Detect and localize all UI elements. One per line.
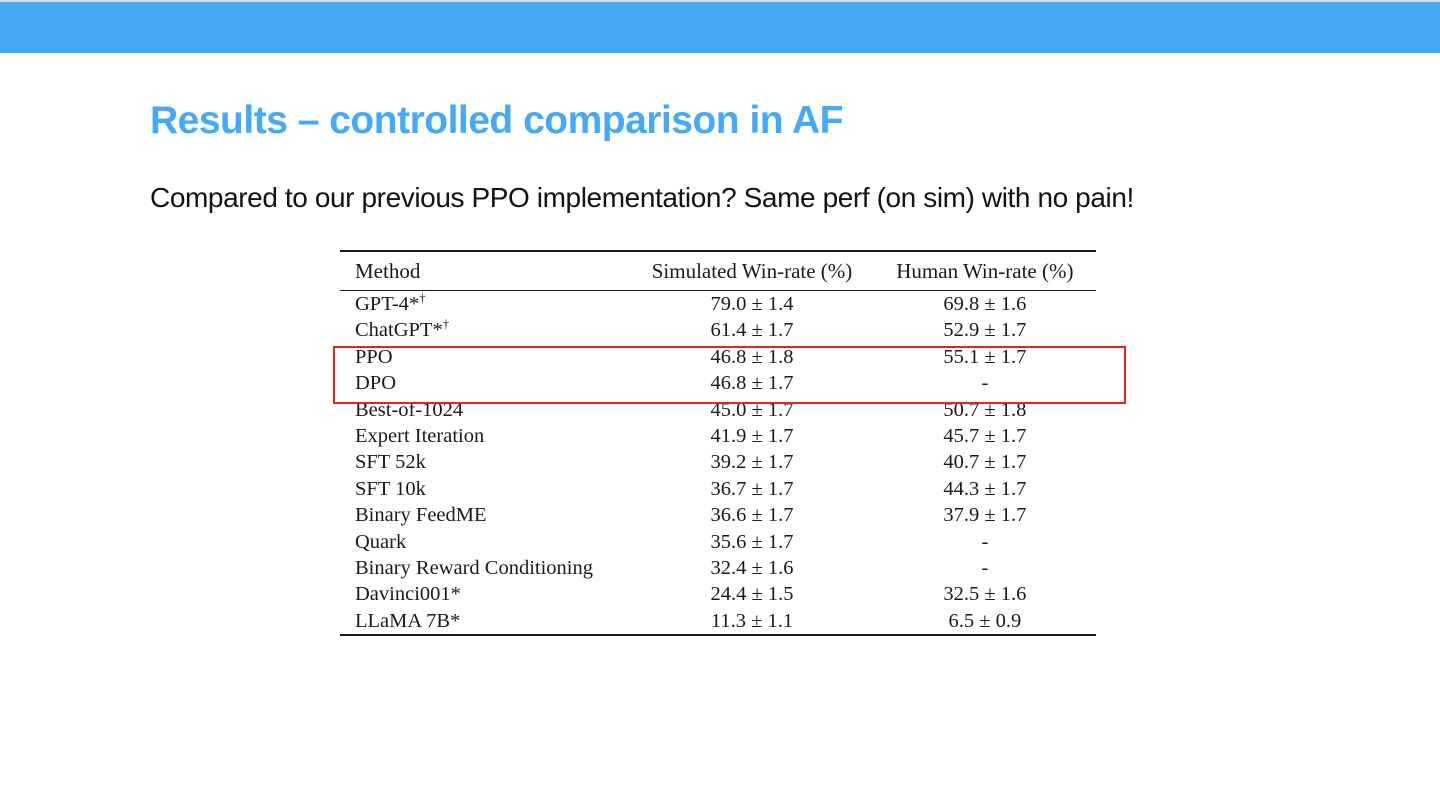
accent-bar — [0, 2, 1440, 53]
table-row: ChatGPT*† 61.4 ± 1.7 52.9 ± 1.7 — [340, 317, 1096, 343]
human-winrate-value: 55.1 ± 1.7 — [943, 345, 1027, 368]
human-winrate-value: 69.8 ± 1.6 — [943, 293, 1027, 315]
window-top-edge — [0, 0, 1440, 2]
method-name: Binary Reward Conditioning — [355, 557, 594, 580]
results-table: Method Simulated Win-rate (%) Human Win-… — [340, 250, 1096, 636]
method-superscript: † — [419, 291, 426, 306]
human-winrate-value: 52.9 ± 1.7 — [943, 319, 1027, 342]
method-name: GPT-4* — [355, 293, 420, 315]
table-row: Best-of-1024 45.0 ± 1.7 50.7 ± 1.8 — [340, 397, 1096, 423]
method-name: DPO — [355, 372, 397, 395]
sim-winrate-value: 39.2 ± 1.7 — [710, 451, 794, 474]
header-simulated-winrate: Simulated Win-rate (%) — [651, 258, 853, 283]
method-name: Davinci001* — [355, 583, 461, 606]
human-winrate-value: - — [981, 530, 989, 553]
method-name: Best-of-1024 — [355, 398, 464, 421]
sim-winrate-value: 46.8 ± 1.8 — [710, 345, 794, 368]
human-winrate-value: 50.7 ± 1.8 — [943, 398, 1027, 421]
results-table-grid: Method Simulated Win-rate (%) Human Win-… — [340, 250, 1096, 636]
red-highlight-box — [333, 346, 1126, 404]
header-human-winrate: Human Win-rate (%) — [896, 258, 1074, 283]
table-row: SFT 10k 36.7 ± 1.7 44.3 ± 1.7 — [340, 476, 1096, 502]
sim-winrate-value: 24.4 ± 1.5 — [710, 583, 794, 606]
table-row: Davinci001* 24.4 ± 1.5 32.5 ± 1.6 — [340, 581, 1096, 607]
slide-title: Results – controlled comparison in AF — [150, 99, 844, 143]
table-row: LLaMA 7B* 11.3 ± 1.1 6.5 ± 0.9 — [340, 608, 1096, 635]
sim-winrate-value: 61.4 ± 1.7 — [710, 319, 794, 342]
table-row: Binary FeedME 36.6 ± 1.7 37.9 ± 1.7 — [340, 502, 1096, 528]
method-name: Expert Iteration — [355, 425, 485, 448]
human-winrate-value: - — [981, 372, 989, 395]
table-row: Binary Reward Conditioning 32.4 ± 1.6 - — [340, 555, 1096, 581]
table-row: Expert Iteration 41.9 ± 1.7 45.7 ± 1.7 — [340, 423, 1096, 449]
sim-winrate-value: 35.6 ± 1.7 — [710, 530, 794, 553]
method-name: LLaMA 7B* — [355, 609, 461, 632]
table-row-highlighted: DPO 46.8 ± 1.7 - — [340, 370, 1096, 396]
method-name: Quark — [355, 530, 407, 553]
table-row: Quark 35.6 ± 1.7 - — [340, 529, 1096, 555]
table-row: SFT 52k 39.2 ± 1.7 40.7 ± 1.7 — [340, 449, 1096, 475]
sim-winrate-value: 36.7 ± 1.7 — [710, 477, 794, 500]
human-winrate-value: 32.5 ± 1.6 — [943, 583, 1027, 606]
table-row: GPT-4*† 79.0 ± 1.4 69.8 ± 1.6 — [340, 291, 1096, 318]
human-winrate-value: 45.7 ± 1.7 — [943, 425, 1027, 448]
human-winrate-value: 6.5 ± 0.9 — [948, 609, 1022, 632]
sim-winrate-value: 45.0 ± 1.7 — [710, 398, 794, 421]
method-name: SFT 52k — [355, 451, 426, 474]
header-method: Method — [355, 258, 421, 283]
sim-winrate-value: 41.9 ± 1.7 — [710, 425, 794, 448]
human-winrate-value: - — [981, 557, 989, 580]
method-name: Binary FeedME — [355, 504, 487, 527]
human-winrate-value: 40.7 ± 1.7 — [943, 451, 1027, 474]
slide-subtitle: Compared to our previous PPO implementat… — [150, 182, 1134, 213]
table-row-highlighted: PPO 46.8 ± 1.8 55.1 ± 1.7 — [340, 344, 1096, 370]
sim-winrate-value: 32.4 ± 1.6 — [710, 557, 794, 580]
sim-winrate-value: 11.3 ± 1.1 — [710, 609, 794, 632]
table-header-row: Method Simulated Win-rate (%) Human Win-… — [340, 251, 1096, 291]
sim-winrate-value: 46.8 ± 1.7 — [710, 372, 794, 395]
sim-winrate-value: 79.0 ± 1.4 — [710, 293, 794, 315]
method-name: ChatGPT* — [355, 319, 443, 342]
human-winrate-value: 44.3 ± 1.7 — [943, 477, 1027, 500]
sim-winrate-value: 36.6 ± 1.7 — [710, 504, 794, 527]
method-superscript: † — [442, 317, 450, 332]
method-name: SFT 10k — [355, 477, 426, 500]
method-name: PPO — [355, 345, 393, 368]
human-winrate-value: 37.9 ± 1.7 — [943, 504, 1027, 527]
